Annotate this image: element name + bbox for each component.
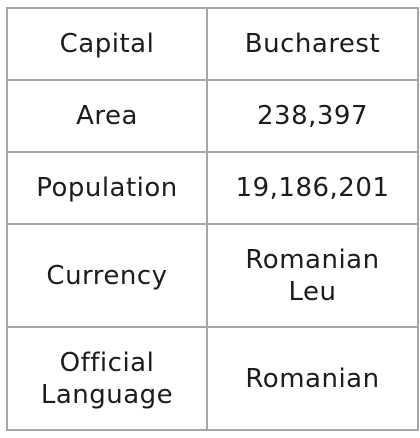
row-value-cell: 238,397 [206,79,419,153]
row-value-line-1: Romanian [245,244,380,275]
row-value: 19,186,201 [235,173,390,203]
row-value-cell: Romanian Leu [206,223,419,328]
row-value-line-2: Leu [288,276,337,307]
row-label: Currency [46,260,168,291]
row-value-cell: Romanian [206,326,419,431]
row-label-cell: Area [6,79,208,153]
row-label: Population [36,173,178,203]
row-label: Area [76,101,138,131]
row-label: Capital [59,29,155,59]
row-label-cell: Official Language [6,326,208,431]
row-value-cell: 19,186,201 [206,151,419,225]
table-row-official-language: Official Language Romanian [6,326,419,431]
row-value: Romanian [245,363,380,394]
country-info-table: Capital Bucharest Area 238,397 Populatio… [6,7,419,431]
row-label-cell: Population [6,151,208,225]
row-value: 238,397 [256,101,369,131]
row-label-line-1: Official [59,347,155,378]
table-row-population: Population 19,186,201 [6,151,419,225]
row-label-line-2: Language [40,379,174,410]
row-value-cell: Bucharest [206,7,419,81]
table-row-area: Area 238,397 [6,79,419,153]
row-label-cell: Capital [6,7,208,81]
table-row-capital: Capital Bucharest [6,7,419,81]
row-label-cell: Currency [6,223,208,328]
table-row-currency: Currency Romanian Leu [6,223,419,328]
row-value: Bucharest [244,29,381,59]
